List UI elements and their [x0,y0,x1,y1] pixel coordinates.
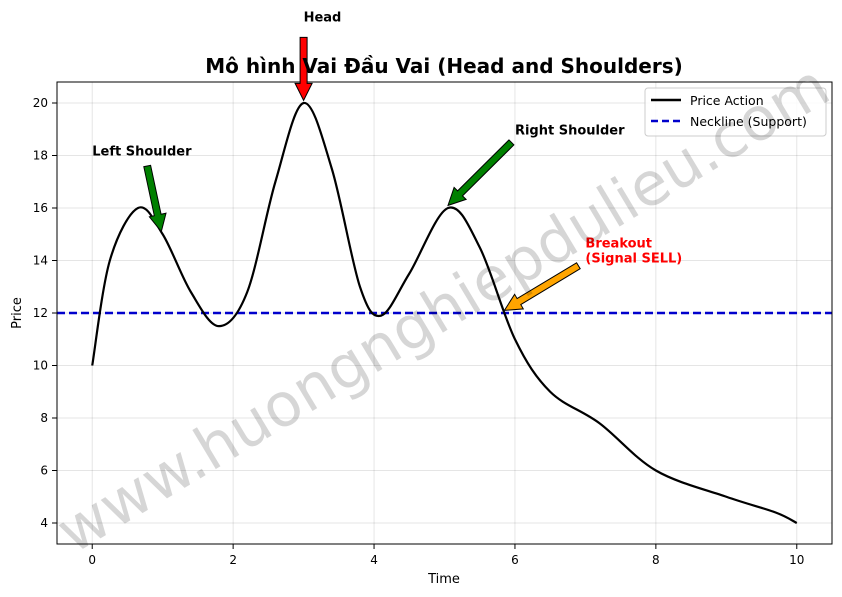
x-tick-label: 4 [370,553,378,567]
price-action-series [91,101,798,524]
plot-area [57,101,832,524]
x-tick-label: 8 [652,553,660,567]
right-shoulder-label: Right Shoulder [515,124,625,139]
left-shoulder-arrow [143,164,167,233]
x-tick-label: 6 [511,553,519,567]
annotations: Head Left Shoulder Right Shoulder Breakout(… [92,11,682,311]
x-axis-label: Time [427,572,460,587]
head-arrow [294,36,313,102]
breakout-label: Breakout (Signal SELL) [585,236,682,266]
right-shoulder-label-line: Right Shoulder [515,124,625,139]
y-axis-label: Price [10,297,25,329]
legend-label-neckline: Neckline (Support) [690,114,807,129]
y-tick-label: 10 [33,359,48,373]
y-tick-label: 18 [33,149,48,163]
breakout-arrow [503,262,581,311]
y-tick-label: 4 [40,516,48,530]
legend-box [644,87,827,137]
right-shoulder-arrow [447,139,515,207]
y-tick-label: 12 [33,306,48,320]
x-tick-label: 10 [789,553,804,567]
breakout-label-line: Breakout [585,236,652,251]
legend-label-price-action: Price Action [690,93,764,108]
legend: Price Action Neckline (Support) [644,87,827,137]
breakout-label-line: (Signal SELL) [585,251,682,266]
y-tick-label: 8 [40,411,48,425]
left-shoulder-label-line: Left Shoulder [92,145,192,160]
head-label-line: Head [304,11,342,26]
chart-title: Mô hình Vai Đầu Vai (Head and Shoulders) [205,54,683,78]
y-tick-label: 14 [33,254,48,268]
y-tick-label: 16 [33,201,48,215]
head-label: Head [304,11,342,26]
x-tick-label: 0 [88,553,96,567]
y-tick-label: 6 [40,464,48,478]
y-tick-label: 20 [33,96,48,110]
x-tick-label: 2 [229,553,237,567]
axis-ticks: 0 2 4 6 8 10 4 6 8 10 12 14 16 18 20 [33,96,805,567]
left-shoulder-label: Left Shoulder [92,145,192,160]
